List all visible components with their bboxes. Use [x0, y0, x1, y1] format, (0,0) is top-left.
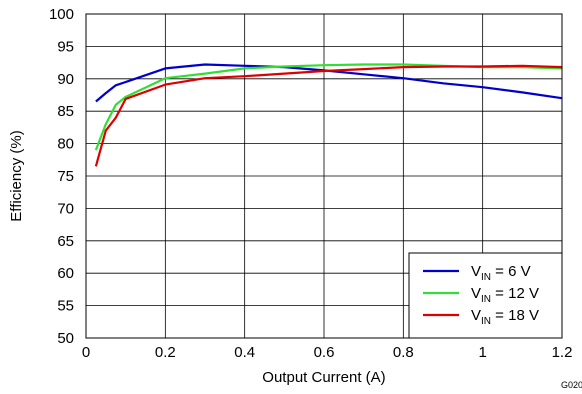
legend-box: [408, 252, 563, 339]
y-tick-label: 85: [57, 103, 74, 120]
x-tick-label: 1: [478, 344, 486, 361]
y-tick-labels: 50 55 60 65 70 75 80 85 90 95 100: [49, 6, 74, 347]
y-tick-label: 80: [57, 136, 74, 153]
x-tick-labels: 0 0.2 0.4 0.6 0.8 1 1.2: [82, 344, 573, 361]
legend-label-1: VIN = 12 V: [471, 285, 539, 305]
x-tick-label: 0: [82, 344, 90, 361]
y-tick-label: 90: [57, 71, 74, 88]
y-tick-label: 50: [57, 330, 74, 347]
x-tick-label: 1.2: [552, 344, 573, 361]
x-tick-label: 0.2: [155, 344, 176, 361]
x-tick-label: 0.8: [393, 344, 414, 361]
y-tick-label: 75: [57, 168, 74, 185]
y-tick-label: 100: [49, 6, 74, 23]
series-line-1: [94, 63, 563, 151]
x-tick-label: 0.4: [234, 344, 255, 361]
y-tick-label: 95: [57, 38, 74, 55]
series-line-2: [94, 64, 563, 167]
x-tick-label: 0.6: [314, 344, 335, 361]
series-lines: [94, 63, 563, 167]
y-tick-label: 70: [57, 200, 74, 217]
x-axis-label: Output Current (A): [262, 369, 385, 386]
y-tick-label: 60: [57, 265, 74, 282]
legend-label-2: VIN = 18 V: [471, 307, 539, 327]
y-tick-label: 65: [57, 233, 74, 250]
figure-id: G020: [561, 380, 582, 390]
legend-label-0: VIN = 6 V: [471, 263, 531, 283]
y-tick-label: 55: [57, 298, 74, 315]
y-axis-label: Efficiency (%): [8, 130, 25, 221]
plot-frame: [85, 13, 563, 339]
